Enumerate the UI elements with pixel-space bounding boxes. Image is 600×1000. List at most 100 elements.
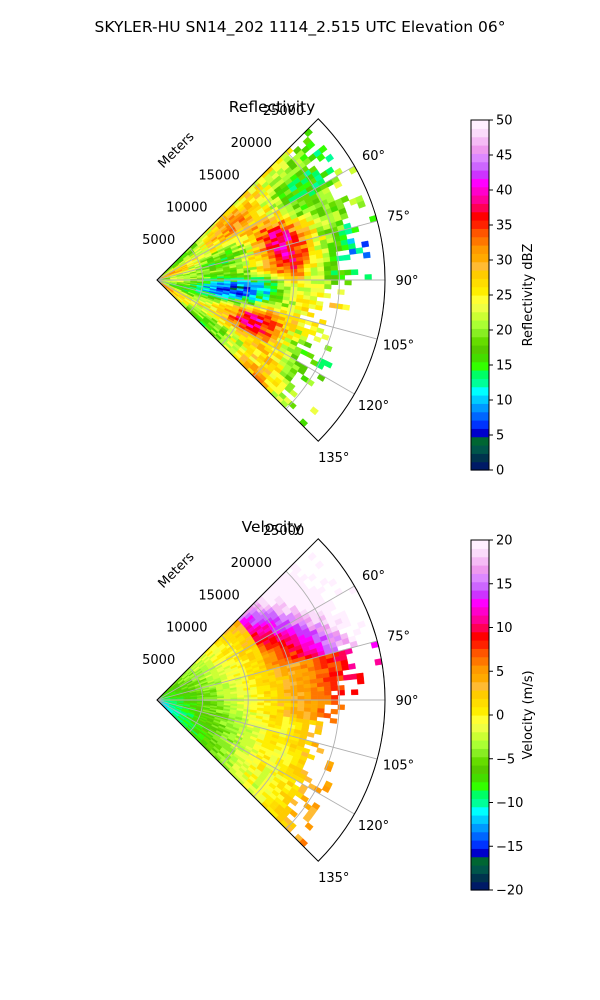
radar-gate-cell bbox=[250, 274, 258, 278]
radar-gate-cell bbox=[347, 663, 356, 670]
radar-gate-cell bbox=[290, 268, 298, 274]
radar-gate-cell bbox=[297, 268, 305, 273]
panel-title: Reflectivity bbox=[229, 98, 316, 116]
angular-tick-label: 75° bbox=[387, 209, 410, 224]
colorbar-swatch bbox=[471, 261, 489, 271]
radar-gate-cell bbox=[307, 552, 317, 562]
colorbar-swatch bbox=[471, 320, 489, 329]
radar-gate-cell bbox=[324, 153, 335, 163]
radar-gate-cell bbox=[283, 272, 292, 277]
radar-gate-cell bbox=[342, 254, 351, 261]
colorbar-swatch bbox=[471, 881, 489, 891]
radar-gate-cell bbox=[237, 275, 245, 279]
colorbar-tick-label: 25 bbox=[496, 289, 513, 304]
radar-gate-cell bbox=[323, 266, 332, 272]
colorbar-swatch bbox=[471, 598, 489, 608]
radar-gate-cell bbox=[316, 747, 325, 755]
radar-gate-cell bbox=[350, 269, 359, 276]
radar-gate-cell bbox=[264, 279, 272, 284]
colorbar-swatch bbox=[471, 295, 489, 304]
radar-gate-cell bbox=[321, 333, 330, 341]
radar-gate-cell bbox=[270, 693, 278, 698]
radar-gate-cell bbox=[324, 360, 333, 369]
radar-gate-cell bbox=[321, 784, 331, 794]
radar-gate-cell bbox=[290, 699, 298, 704]
colorbar-swatch bbox=[471, 648, 489, 658]
azimuth-gridline bbox=[156, 220, 378, 281]
radar-gate-cell bbox=[317, 283, 325, 290]
colorbar-swatch bbox=[471, 353, 489, 363]
radar-gate-cell bbox=[316, 262, 325, 268]
colorbar-swatch bbox=[471, 145, 489, 154]
colorbar-swatch bbox=[471, 731, 489, 741]
radar-gate-cell bbox=[304, 703, 312, 709]
radar-gate-cell bbox=[329, 256, 338, 263]
colorbar-swatch bbox=[471, 806, 489, 816]
radar-gate-cell bbox=[257, 694, 265, 698]
radar-gate-cell bbox=[317, 690, 325, 697]
azimuth-gridline bbox=[156, 640, 378, 701]
radar-gate-cell bbox=[311, 275, 319, 281]
colorbar-swatch bbox=[471, 756, 489, 766]
colorbar-label: Velocity (m/s) bbox=[521, 670, 536, 759]
radar-gate-cell bbox=[237, 695, 245, 699]
colorbar-swatch bbox=[471, 590, 489, 599]
radar-gate-cell bbox=[317, 695, 325, 701]
colorbar-swatch bbox=[471, 556, 489, 566]
colorbar-swatch bbox=[471, 361, 489, 371]
colorbar-tick-label: 5 bbox=[496, 665, 504, 680]
radar-gate-cell bbox=[304, 279, 312, 285]
radar-gate-cell bbox=[331, 275, 339, 281]
radar-gate-cell bbox=[323, 686, 332, 692]
radar-gate-cell bbox=[290, 692, 299, 697]
radar-gate-cell bbox=[304, 283, 312, 289]
azimuth-gridline bbox=[156, 699, 378, 760]
radar-gate-cell bbox=[284, 699, 292, 704]
radar-gate-cell bbox=[328, 302, 337, 309]
radar-gate-cell bbox=[356, 672, 364, 680]
radar-gate-cell bbox=[288, 400, 297, 410]
radar-gate-cell bbox=[323, 712, 332, 719]
radar-gate-cell bbox=[314, 560, 325, 570]
radar-gate-cell bbox=[324, 284, 332, 290]
colorbar-swatch bbox=[471, 715, 489, 724]
radar-gate-cell bbox=[342, 674, 351, 681]
colorbar-swatch bbox=[471, 428, 489, 438]
radar-gate-cell bbox=[306, 351, 315, 360]
colorbar-swatch bbox=[471, 740, 489, 749]
angular-tick-label: 90° bbox=[395, 694, 418, 709]
radar-gate-cell bbox=[324, 764, 333, 773]
colorbar-swatch bbox=[471, 228, 489, 238]
radar-gate-cell bbox=[331, 695, 339, 701]
colorbar-swatch bbox=[471, 581, 489, 591]
radar-gate-cell bbox=[277, 696, 285, 701]
radar-gate-cell bbox=[277, 279, 285, 284]
radar-gate-cell bbox=[297, 272, 305, 277]
radar-gate-cell bbox=[270, 273, 278, 278]
colorbar-tick-label: 45 bbox=[496, 149, 513, 164]
angular-tick-label: 120° bbox=[358, 819, 389, 834]
radar-gate-cell bbox=[277, 693, 285, 698]
colorbar-tick-label: 20 bbox=[496, 324, 513, 339]
radar-gate-cell bbox=[310, 687, 318, 693]
colorbar-swatch bbox=[471, 640, 489, 649]
radar-gate-cell bbox=[324, 699, 332, 705]
angular-tick-label: 60° bbox=[362, 569, 385, 584]
radar-gate-cell bbox=[331, 279, 339, 285]
colorbar-swatch bbox=[471, 336, 489, 346]
radar-gate-cell bbox=[290, 688, 298, 694]
radar-gate-cell bbox=[289, 798, 299, 807]
radar-gate-cell bbox=[323, 261, 332, 268]
radial-axis-label: Meters bbox=[156, 549, 198, 591]
radar-gate-cell bbox=[311, 695, 319, 701]
radial-tick-label: 20000 bbox=[231, 136, 272, 151]
radar-gate-cell bbox=[283, 283, 292, 288]
radar-gate-cell bbox=[299, 418, 309, 428]
radar-gate-cell bbox=[283, 692, 292, 697]
radar-gate-cell bbox=[330, 708, 339, 715]
radar-gate-cell bbox=[307, 573, 317, 582]
colorbar-swatch bbox=[471, 445, 489, 454]
colorbar-swatch bbox=[471, 453, 489, 463]
radar-gate-cell bbox=[297, 688, 305, 693]
